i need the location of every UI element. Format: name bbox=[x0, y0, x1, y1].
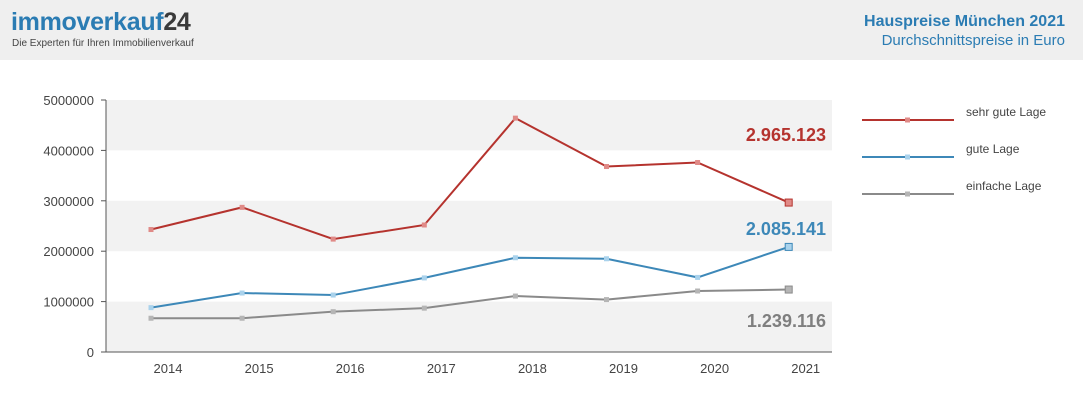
series-line bbox=[150, 245, 790, 309]
grid-bands bbox=[106, 100, 832, 352]
x-axis-ticks: 2014 2015 2016 2017 2018 2019 2020 2021 bbox=[154, 361, 821, 376]
data-point bbox=[784, 198, 793, 207]
legend-marker bbox=[905, 154, 910, 160]
chart-subtitle: Durchschnittspreise in Euro bbox=[881, 32, 1065, 49]
data-point bbox=[421, 222, 427, 228]
series-line bbox=[150, 116, 790, 241]
x-tick-label: 2018 bbox=[518, 361, 547, 376]
chart-title: Hauspreise München 2021 bbox=[864, 13, 1065, 30]
x-tick-label: 2021 bbox=[791, 361, 820, 376]
data-point bbox=[148, 227, 154, 233]
data-point bbox=[148, 315, 154, 321]
header-bar: immoverkauf24 Die Experten für Ihren Imm… bbox=[0, 0, 1083, 60]
data-point bbox=[148, 305, 154, 311]
y-tick-label: 2000000 bbox=[43, 244, 94, 259]
y-tick-label: 3000000 bbox=[43, 194, 94, 209]
y-tick-label: 4000000 bbox=[43, 143, 94, 158]
data-point bbox=[239, 315, 245, 321]
y-tick-label: 5000000 bbox=[43, 93, 94, 108]
legend-label: einfache Lage bbox=[966, 179, 1042, 193]
data-point bbox=[784, 242, 793, 251]
logo[interactable]: immoverkauf24 bbox=[11, 7, 191, 37]
data-point bbox=[512, 115, 518, 121]
data-point bbox=[604, 164, 609, 170]
data-point bbox=[604, 297, 609, 303]
data-point bbox=[695, 274, 701, 280]
legend: sehr gute Lage gute Lage einfache Lage bbox=[862, 105, 1046, 197]
series-line bbox=[151, 288, 789, 320]
logo-main: immoverkauf bbox=[11, 8, 164, 36]
data-point bbox=[695, 288, 701, 294]
y-tick-label: 1000000 bbox=[43, 295, 94, 310]
legend-label: gute Lage bbox=[966, 142, 1020, 156]
data-point bbox=[784, 285, 793, 294]
y-axis-ticks: 0 1000000 2000000 3000000 4000000 5000000 bbox=[43, 93, 106, 360]
series-lines bbox=[148, 115, 793, 321]
data-point bbox=[512, 255, 518, 261]
grid-band bbox=[106, 301, 832, 352]
x-tick-label: 2016 bbox=[336, 361, 365, 376]
data-point bbox=[512, 293, 518, 299]
data-point bbox=[421, 275, 427, 281]
data-point bbox=[239, 290, 245, 296]
x-tick-label: 2020 bbox=[700, 361, 729, 376]
final-value-label: 2.965.123 bbox=[746, 125, 826, 145]
x-tick-label: 2019 bbox=[609, 361, 638, 376]
data-point bbox=[330, 309, 336, 315]
legend-label: sehr gute Lage bbox=[966, 105, 1046, 119]
final-value-label: 1.239.116 bbox=[747, 311, 826, 331]
logo-number: 24 bbox=[163, 8, 191, 36]
x-tick-label: 2015 bbox=[245, 361, 274, 376]
legend-marker bbox=[905, 191, 910, 197]
tagline: Die Experten für Ihren Immobilienverkauf bbox=[12, 38, 194, 49]
y-tick-label: 0 bbox=[87, 345, 94, 360]
final-value-label: 2.085.141 bbox=[746, 219, 826, 239]
legend-marker bbox=[905, 117, 910, 123]
grid-band bbox=[106, 200, 832, 252]
axes bbox=[105, 100, 832, 353]
data-point bbox=[330, 236, 336, 242]
data-point bbox=[695, 159, 701, 165]
x-tick-label: 2014 bbox=[154, 361, 183, 376]
final-value-labels: 2.965.123 2.085.141 1.239.116 bbox=[746, 125, 826, 331]
data-point bbox=[604, 256, 609, 262]
data-point bbox=[239, 204, 245, 210]
grid-band bbox=[106, 100, 832, 151]
data-point bbox=[421, 305, 427, 311]
data-point bbox=[330, 292, 336, 298]
x-tick-label: 2017 bbox=[427, 361, 456, 376]
